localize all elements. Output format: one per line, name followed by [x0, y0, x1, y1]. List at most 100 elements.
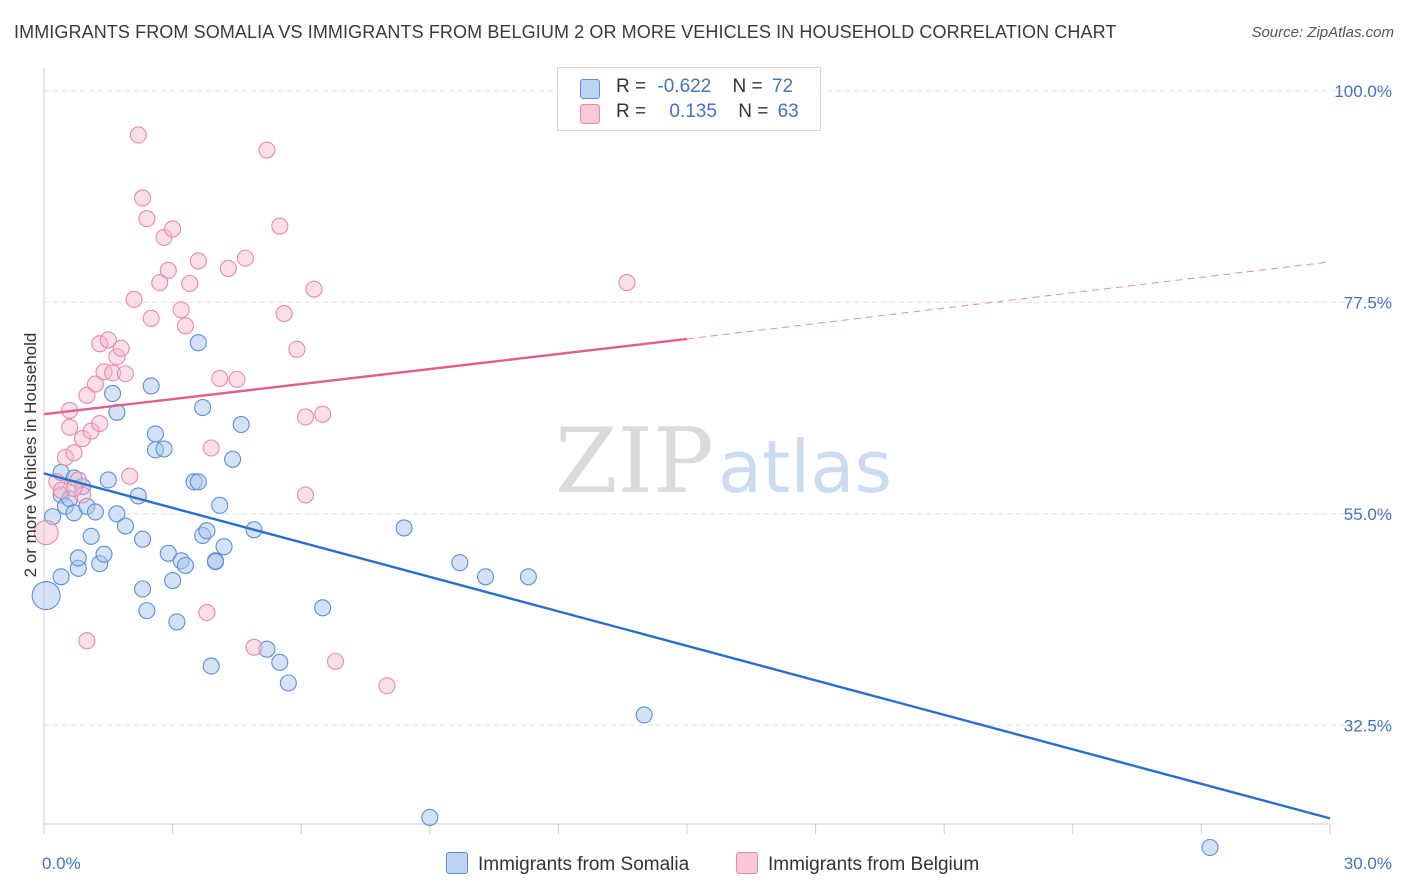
y-tick-label-2: 55.0%: [1344, 505, 1392, 524]
y-tick-labels: 100.0% 77.5% 55.0% 32.5%: [1334, 82, 1392, 735]
somalia-point: [232, 415, 250, 434]
belgium-point: [86, 375, 104, 393]
somalia-point: [279, 674, 297, 692]
belgium-point: [245, 638, 263, 656]
x-tick-label-max: 30.0%: [1344, 854, 1392, 873]
legend-n-somalia: 72: [771, 76, 794, 97]
belgium-point: [129, 126, 147, 144]
watermark: ZIP atlas: [555, 409, 892, 514]
y-axis-title: 2 or more Vehicles in Household: [21, 333, 40, 578]
belgium-point: [275, 305, 293, 323]
somalia-point: [155, 440, 173, 458]
legend-swatch-somalia: [580, 79, 600, 99]
belgium-point: [74, 486, 92, 504]
belgium-point: [296, 408, 315, 426]
belgium-point: [104, 364, 122, 382]
belgium-point: [61, 418, 79, 436]
x-tick-label-min: 0.0%: [42, 854, 81, 873]
somalia-point: [142, 377, 160, 395]
bottom-legend-swatch-belgium: [736, 852, 758, 874]
somalia-point: [194, 399, 212, 417]
belgium-point: [314, 405, 332, 423]
bottom-legend-label-belgium: Immigrants from Belgium: [768, 854, 980, 875]
legend-n-label: N =: [732, 76, 763, 97]
belgium-point: [189, 252, 207, 270]
belgium-point: [378, 677, 396, 695]
somalia-point: [138, 602, 156, 620]
y-tick-label-3: 32.5%: [1344, 716, 1392, 735]
somalia-point: [86, 503, 104, 521]
somalia-point: [211, 496, 229, 514]
belgium-point: [95, 363, 113, 381]
belgium-point: [326, 652, 345, 670]
chart-title: IMMIGRANTS FROM SOMALIA VS IMMIGRANTS FR…: [14, 22, 1117, 42]
somalia-point: [421, 808, 439, 826]
somalia-point: [202, 657, 220, 675]
somalia-point: [95, 545, 113, 563]
bottom-legend-somalia: Immigrants from Somalia: [446, 852, 689, 876]
somalia-point: [271, 653, 289, 671]
legend-n-label: N =: [738, 101, 769, 122]
somalia-point: [31, 581, 61, 611]
belgium-point: [91, 415, 109, 433]
somalia-point: [476, 568, 495, 586]
bottom-legend-swatch-somalia: [446, 852, 468, 874]
somalia-point: [451, 554, 469, 572]
belgium-point: [305, 280, 323, 298]
somalia-point: [189, 473, 207, 491]
somalia-point: [146, 425, 165, 443]
series-belgium-points: [33, 126, 636, 695]
belgium-point: [618, 274, 636, 292]
correlation-legend: R = -0.622 N = 72 R = 0.135 N = 63: [557, 67, 821, 131]
somalia-point: [108, 505, 126, 523]
somalia-point: [198, 522, 216, 540]
belgium-point: [296, 486, 315, 504]
trendline-somalia: [43, 472, 1331, 820]
somalia-point: [69, 549, 87, 567]
belgium-point: [116, 365, 134, 383]
bottom-legend-label-somalia: Immigrants from Somalia: [478, 854, 690, 875]
belgium-point: [91, 335, 109, 353]
axes: [43, 68, 1331, 834]
belgium-point: [236, 249, 255, 267]
belgium-point: [271, 217, 289, 235]
gridlines: [44, 90, 1392, 726]
source-credit: Source: ZipAtlas.com: [1251, 24, 1394, 41]
somalia-point: [168, 613, 186, 631]
belgium-point: [172, 301, 190, 319]
somalia-point: [52, 568, 70, 586]
belgium-point: [78, 632, 96, 650]
somalia-point: [104, 384, 122, 403]
belgium-point: [164, 220, 182, 238]
somalia-point: [116, 517, 134, 535]
somalia-point: [635, 706, 653, 724]
series-somalia-points: [31, 334, 1219, 857]
somalia-point: [99, 471, 117, 489]
legend-swatch-belgium: [580, 104, 600, 124]
belgium-point: [211, 369, 229, 387]
belgium-point: [112, 339, 130, 357]
somalia-point: [215, 538, 233, 556]
legend-n-belgium: 63: [777, 101, 799, 122]
belgium-point: [108, 348, 126, 366]
belgium-point: [219, 259, 237, 278]
trendlines: [43, 261, 1331, 820]
legend-r-label: R =: [616, 101, 647, 122]
somalia-point: [176, 556, 195, 575]
belgium-point: [33, 520, 59, 546]
legend-r-label: R =: [616, 76, 647, 97]
somalia-point: [258, 640, 276, 658]
belgium-point: [78, 386, 96, 404]
belgium-point: [56, 448, 74, 466]
somalia-point: [189, 334, 207, 352]
belgium-point: [288, 340, 306, 358]
somalia-point: [224, 450, 242, 468]
belgium-point: [134, 189, 152, 207]
somalia-point: [314, 599, 332, 617]
belgium-point: [202, 439, 220, 457]
y-tick-label-0: 100.0%: [1334, 82, 1392, 101]
trendline-belgium-dashed: [686, 261, 1331, 340]
somalia-point: [82, 527, 100, 545]
legend-r-somalia: -0.622: [657, 76, 712, 97]
